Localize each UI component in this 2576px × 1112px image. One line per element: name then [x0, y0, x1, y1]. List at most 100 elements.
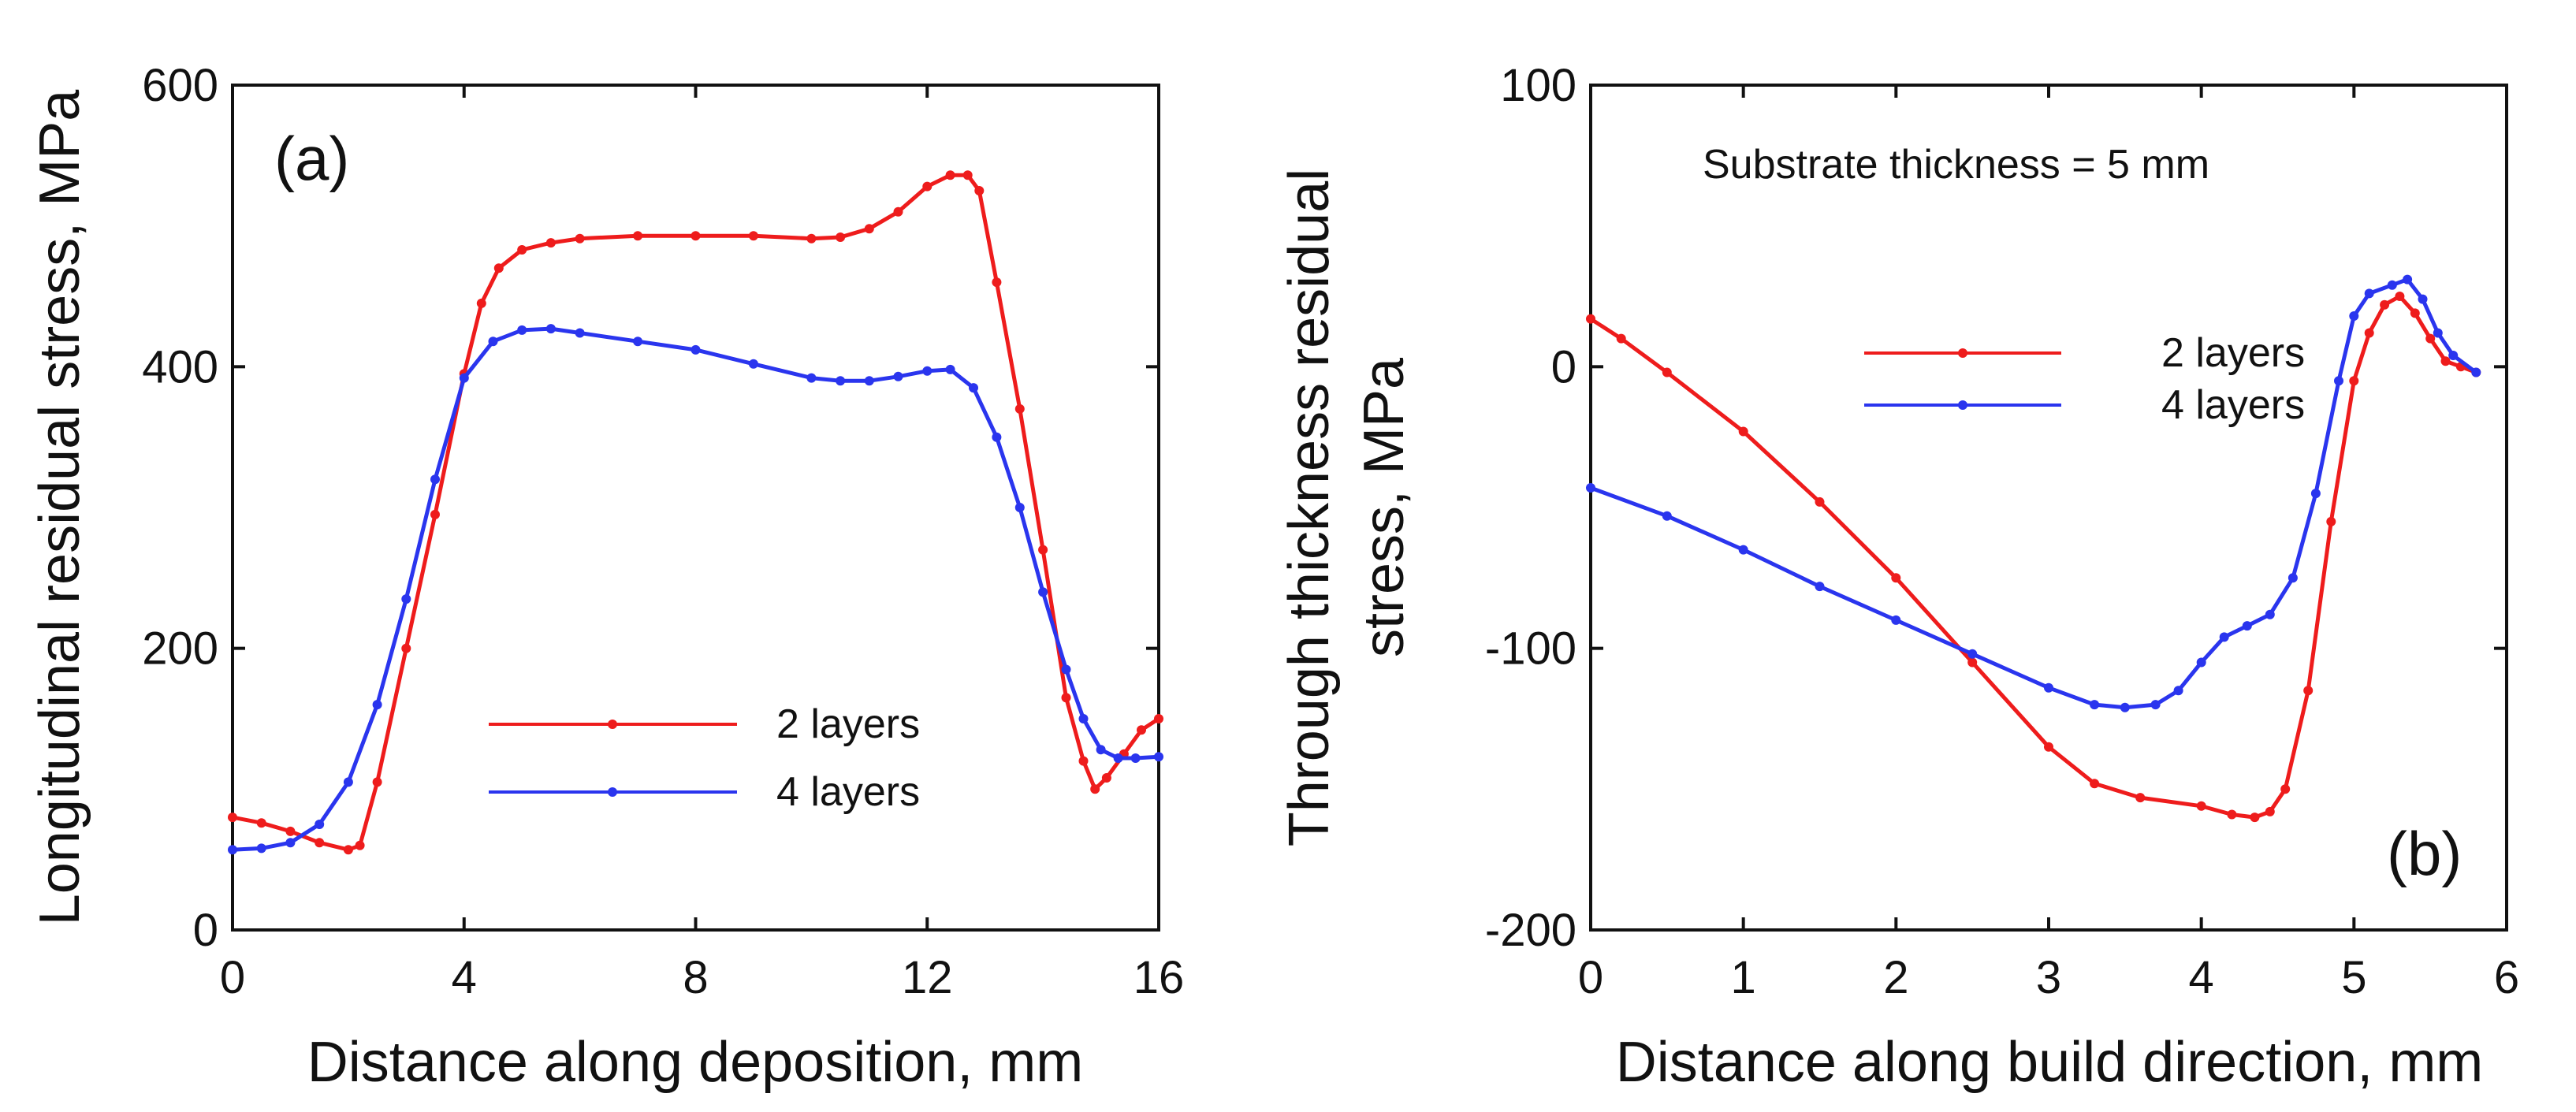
panel-a-point-4-layers-1: [256, 843, 266, 854]
panel-b-point-2-layers-18: [2364, 328, 2374, 338]
panel-b-legend-marker-2-layers: [1958, 348, 1967, 358]
panel-a-point-4-layers-21: [945, 364, 955, 374]
panel-a-legend-marker-4-layers: [608, 787, 617, 797]
panel-b-point-2-layers-11: [2227, 809, 2237, 820]
panel-a-point-2-layers-0: [228, 813, 237, 823]
panel-b-point-2-layers-3: [1738, 426, 1748, 437]
panel-b-point-4-layers-18: [2349, 311, 2359, 321]
panel-a-point-4-layers-13: [633, 337, 643, 347]
panel-a-point-4-layers-22: [969, 383, 978, 393]
panel-b-x-tick-label-0: 0: [1578, 952, 1603, 1003]
panel-a-point-2-layers-21: [893, 206, 903, 217]
panel-a-point-2-layers-12: [517, 245, 527, 255]
panel-a-point-2-layers-3: [315, 838, 325, 848]
panel-a-point-4-layers-16: [806, 373, 817, 383]
panel-a-point-2-layers-15: [633, 231, 643, 241]
panel-b-y-axis-label-line2: stress, MPa: [1353, 357, 1416, 657]
panel-a-point-4-layers-14: [691, 344, 701, 355]
panel-a-point-4-layers-30: [1130, 753, 1141, 763]
panel-a-point-4-layers-29: [1113, 753, 1123, 763]
panel-b-point-4-layers-12: [2219, 632, 2229, 642]
panel-b-legend-marker-4-layers: [1958, 400, 1967, 410]
panel-b-point-2-layers-23: [2440, 356, 2451, 366]
panel-a-point-2-layers-30: [1078, 756, 1089, 766]
panel-a-point-2-layers-16: [691, 231, 701, 241]
panel-a-x-tick-label-4: 4: [452, 952, 477, 1003]
panel-a-point-2-layers-27: [1014, 404, 1025, 414]
panel-a-point-2-layers-10: [476, 298, 486, 308]
panel-b-point-4-layers-9: [2150, 700, 2161, 710]
panel-a-y-tick-label-0: 0: [193, 905, 218, 956]
panel-a-point-2-layers-31: [1090, 784, 1100, 794]
panel-a-point-2-layers-35: [1154, 714, 1163, 723]
panel-a-point-2-layers-11: [493, 263, 504, 273]
panel-b-point-4-layers-19: [2364, 288, 2374, 299]
panel-a-point-2-layers-24: [962, 170, 973, 180]
panel-b-point-4-layers-20: [2387, 280, 2397, 290]
panel-b-point-4-layers-10: [2173, 686, 2183, 696]
panel-a-x-tick-label-16: 16: [1134, 952, 1185, 1003]
panel-b-chart: 0 1 2 3 4 5 6 -200 -100 0 100 Substrate thickness …: [1278, 60, 2519, 1094]
panel-a-point-2-layers-26: [992, 277, 1002, 288]
panel-a-point-4-layers-8: [459, 373, 469, 383]
panel-b-point-4-layers-2: [1738, 545, 1748, 555]
panel-a-point-2-layers-23: [945, 170, 955, 180]
panel-a-y-tick-label-200: 200: [142, 623, 218, 675]
panel-a-series: [228, 170, 1163, 855]
panel-a-point-2-layers-7: [401, 643, 411, 653]
panel-a-point-2-layers-20: [864, 224, 874, 234]
panel-a-point-4-layers-28: [1096, 745, 1106, 755]
panel-b-point-4-layers-7: [2090, 700, 2100, 710]
panel-b-point-4-layers-17: [2334, 376, 2343, 386]
panel-b-series-line-2-layers: [1589, 294, 2477, 820]
panel-b-point-4-layers-13: [2242, 621, 2252, 631]
panel-a-point-4-layers-10: [517, 325, 527, 335]
panel-b-point-2-layers-8: [2090, 779, 2100, 789]
panel-b-x-tick-label-1: 1: [1731, 952, 1756, 1003]
panel-b-point-4-layers-11: [2196, 657, 2206, 668]
panel-b-point-4-layers-5: [1967, 649, 1978, 659]
panel-b-point-2-layers-12: [2250, 813, 2260, 823]
panel-a-series-line-2-layers: [232, 173, 1160, 852]
panel-b-point-4-layers-0: [1586, 483, 1595, 493]
panel-a-legend: 2 layers 4 layers: [489, 701, 920, 815]
panel-b-point-2-layers-1: [1616, 333, 1626, 344]
panel-a-point-2-layers-2: [285, 826, 296, 836]
panel-b-point-2-layers-14: [2280, 784, 2291, 794]
panel-b-point-2-layers-2: [1662, 367, 1672, 377]
panel-a-point-4-layers-5: [372, 700, 382, 710]
panel-b-point-4-layers-23: [2433, 328, 2443, 338]
panel-b-series-line-4-layers: [1590, 277, 2477, 710]
panel-a-point-4-layers-4: [343, 777, 353, 787]
panel-b-point-2-layers-5: [1891, 573, 1901, 583]
panel-a-point-2-layers-17: [748, 231, 758, 241]
panel-a-point-2-layers-25: [974, 186, 985, 195]
panel-b-x-tick-label-4: 4: [2189, 952, 2214, 1003]
panel-b-y-axis-label-line1: Through thickness residual: [1278, 169, 1341, 846]
panel-a-legend-label-4-layers: 4 layers: [776, 769, 920, 815]
panel-a-point-4-layers-31: [1154, 752, 1163, 762]
panel-a-point-4-layers-17: [836, 376, 846, 386]
panel-b-point-2-layers-16: [2326, 516, 2336, 526]
panel-b-x-axis-label: Distance along build direction, mm: [1616, 1031, 2484, 1094]
panel-a-point-4-layers-24: [1014, 503, 1025, 512]
panel-b-point-2-layers-15: [2303, 686, 2314, 696]
panel-a-point-2-layers-32: [1101, 773, 1111, 783]
panel-a-point-4-layers-2: [285, 838, 296, 848]
panel-a-ticks: 0 4 8 12 16 0 200 400 600: [142, 60, 1184, 1003]
panel-b-point-4-layers-25: [2471, 367, 2481, 377]
panel-b-point-2-layers-21: [2410, 308, 2420, 318]
panel-a-point-4-layers-6: [401, 594, 411, 604]
panel-b-point-4-layers-3: [1815, 582, 1825, 592]
panel-b-label: (b): [2387, 819, 2462, 888]
panel-a-point-4-layers-9: [488, 337, 498, 347]
panel-a-point-2-layers-34: [1137, 725, 1146, 735]
panel-a-x-tick-label-8: 8: [683, 952, 708, 1003]
panel-b-point-4-layers-4: [1891, 615, 1901, 625]
panel-b-point-2-layers-17: [2349, 376, 2359, 386]
panel-a-y-tick-label-400: 400: [142, 341, 218, 392]
panel-b-x-tick-label-2: 2: [1883, 952, 1908, 1003]
panel-a-point-4-layers-0: [228, 845, 237, 855]
panel-a-point-4-layers-12: [575, 328, 585, 338]
